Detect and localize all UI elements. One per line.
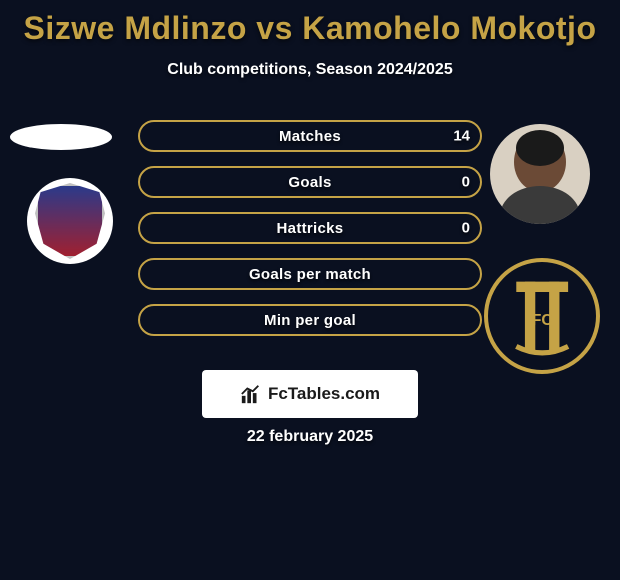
stat-row-hattricks: Hattricks 0 — [138, 212, 482, 244]
player-left-photo — [10, 124, 112, 150]
player-right-photo — [490, 124, 590, 224]
page-title: Sizwe Mdlinzo vs Kamohelo Mokotjo — [0, 0, 620, 47]
svg-text:FC: FC — [532, 312, 553, 329]
brand-badge: FcTables.com — [202, 370, 418, 418]
stats-container: Matches 14 Goals 0 Hattricks 0 Goals per… — [138, 120, 482, 350]
bar-chart-icon — [240, 383, 262, 405]
stat-row-matches: Matches 14 — [138, 120, 482, 152]
date-line: 22 february 2025 — [0, 428, 620, 446]
stat-row-goals: Goals 0 — [138, 166, 482, 198]
shield-icon — [35, 183, 105, 259]
club-left-crest — [27, 178, 113, 264]
stat-label: Goals per match — [249, 266, 371, 283]
club-right-crest: FC — [484, 258, 600, 374]
face-silhouette-icon — [490, 124, 590, 224]
stat-right-value: 0 — [462, 174, 470, 191]
stat-label: Goals — [288, 174, 331, 191]
stat-row-goals-per-match: Goals per match — [138, 258, 482, 290]
stat-label: Hattricks — [277, 220, 344, 237]
club-badge-icon: FC — [499, 273, 585, 359]
stat-label: Min per goal — [264, 312, 356, 329]
stat-right-value: 0 — [462, 220, 470, 237]
subtitle: Club competitions, Season 2024/2025 — [0, 61, 620, 79]
stat-row-min-per-goal: Min per goal — [138, 304, 482, 336]
brand-text: FcTables.com — [268, 384, 380, 404]
stat-right-value: 14 — [453, 128, 470, 145]
stat-label: Matches — [279, 128, 341, 145]
